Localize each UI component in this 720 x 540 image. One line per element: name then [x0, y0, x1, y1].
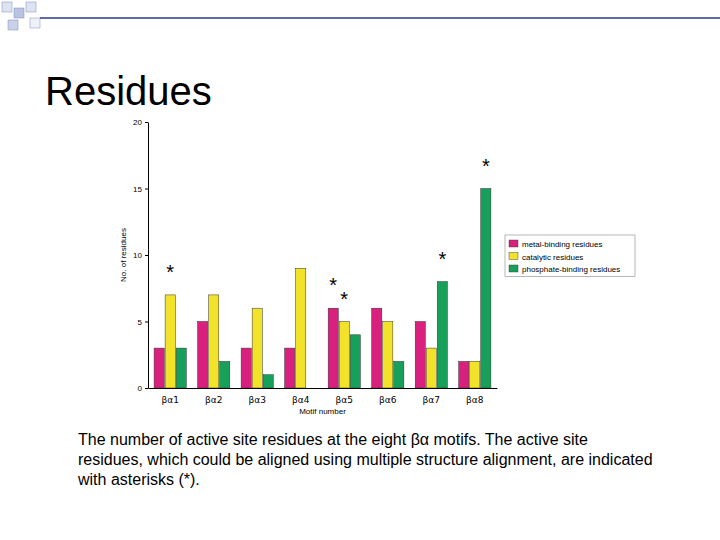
- tick-label: βα2: [205, 395, 222, 405]
- tick: 5: [138, 318, 148, 327]
- bar: [209, 295, 219, 388]
- tick-label: βα7: [423, 395, 440, 405]
- bar: [372, 308, 382, 388]
- deco-square: [14, 8, 24, 18]
- tick-label: 5: [138, 318, 143, 327]
- bar: [415, 322, 425, 389]
- tick-label: 15: [133, 185, 142, 194]
- x-axis: βα1 βα2 βα3 βα4 βα5 βα6 βα7 βα8: [149, 388, 498, 405]
- bar-series: [165, 268, 480, 388]
- tick-label: βα4: [292, 395, 310, 405]
- axis-line: [149, 388, 498, 389]
- bar: [241, 348, 251, 388]
- bar: [307, 388, 317, 389]
- slide-title: Residues: [45, 69, 212, 113]
- bar: [383, 322, 393, 389]
- bar: [328, 308, 338, 388]
- deco-square: [8, 20, 18, 30]
- bar: [339, 322, 349, 389]
- tick-mark: [145, 122, 148, 123]
- legend-swatch: [509, 265, 518, 272]
- legend-swatch: [509, 240, 518, 247]
- slide-decoration: [2, 2, 720, 30]
- legend-item: catalytic residues: [509, 253, 583, 262]
- tick-mark: [145, 322, 148, 323]
- bar: [220, 361, 230, 388]
- tick-label: βα1: [161, 395, 178, 405]
- bar-series: [176, 189, 491, 389]
- tick-label: 0: [138, 384, 143, 393]
- axis-line: [148, 123, 149, 389]
- y-axis-title: No. of residues: [119, 228, 128, 282]
- legend-item: metal-binding residues: [509, 240, 603, 249]
- tick-label: βα8: [466, 395, 484, 405]
- tick-mark: [145, 189, 148, 190]
- annotation: *: [340, 288, 348, 310]
- bar: [176, 348, 186, 388]
- bar: [165, 295, 175, 388]
- deco-square: [30, 18, 40, 28]
- tick-label: 10: [133, 251, 142, 260]
- bar: [459, 361, 469, 388]
- tick: βα6: [379, 388, 397, 405]
- bar: [285, 348, 295, 388]
- bar: [198, 322, 208, 389]
- x-axis-title: Motif number: [299, 407, 346, 416]
- tick-label: 20: [133, 118, 142, 127]
- bar: [481, 189, 491, 389]
- bar: [296, 268, 306, 388]
- annotation: *: [482, 155, 490, 177]
- tick-mark: [145, 255, 148, 256]
- bar: [252, 308, 262, 388]
- bar: [263, 375, 273, 388]
- deco-line: [40, 17, 720, 19]
- bar: [394, 361, 404, 388]
- tick: βα7: [423, 388, 440, 405]
- tick: 15: [133, 185, 148, 194]
- tick: βα2: [205, 388, 222, 405]
- tick-label: βα3: [249, 395, 266, 405]
- bar: [426, 348, 436, 388]
- tick: 0: [138, 384, 148, 393]
- legend: metal-binding residues catalytic residues…: [505, 235, 635, 277]
- tick: βα8: [466, 388, 484, 405]
- legend-label: phosphate-binding residues: [522, 265, 620, 274]
- annotation: *: [329, 274, 337, 296]
- tick: βα5: [336, 388, 353, 405]
- bar: [154, 348, 164, 388]
- legend-swatch: [509, 253, 518, 260]
- deco-square: [2, 2, 12, 12]
- tick: βα3: [249, 388, 266, 405]
- tick: 20: [133, 118, 148, 127]
- tick-mark: [145, 388, 148, 389]
- annotation: *: [166, 261, 174, 283]
- tick-label: βα6: [379, 395, 397, 405]
- annotations: *****: [166, 155, 490, 310]
- legend-box: [505, 235, 635, 277]
- annotation: *: [438, 248, 446, 270]
- deco-square: [26, 2, 36, 12]
- bar: [470, 361, 480, 388]
- bars: [154, 189, 491, 389]
- y-axis: 0 5 10 15 20: [133, 118, 148, 393]
- bar: [437, 282, 447, 388]
- bar: [350, 335, 360, 388]
- legend-item: phosphate-binding residues: [509, 265, 620, 274]
- bar-series: [154, 308, 469, 388]
- tick-label: βα5: [336, 395, 353, 405]
- tick: 10: [133, 251, 148, 260]
- legend-label: catalytic residues: [522, 253, 583, 262]
- caption: The number of active site residues at th…: [78, 430, 653, 490]
- chart: 0 5 10 15 20 βα1 βα2 βα3 βα4 βα5 βα6 βα7 βα8 Motif nu…: [119, 118, 635, 416]
- tick: βα1: [161, 388, 178, 405]
- tick: βα4: [292, 388, 310, 405]
- legend-label: metal-binding residues: [522, 240, 603, 249]
